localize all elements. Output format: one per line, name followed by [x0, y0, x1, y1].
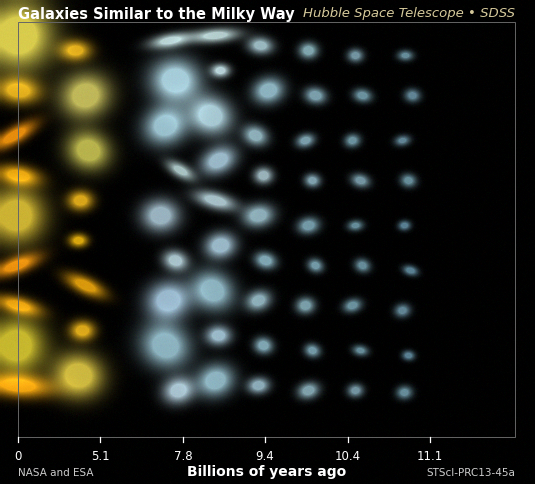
Text: Billions of years ago: Billions of years ago	[187, 465, 346, 479]
Bar	[18, 22, 515, 437]
Text: STScI-PRC13-45a: STScI-PRC13-45a	[426, 468, 515, 478]
Text: 7.8: 7.8	[174, 450, 192, 463]
Text: NASA and ESA: NASA and ESA	[18, 468, 94, 478]
Text: 5.1: 5.1	[91, 450, 109, 463]
Text: 10.4: 10.4	[335, 450, 361, 463]
Text: Galaxies Similar to the Milky Way: Galaxies Similar to the Milky Way	[18, 6, 295, 21]
Text: Hubble Space Telescope • SDSS: Hubble Space Telescope • SDSS	[303, 7, 515, 20]
Text: 0: 0	[14, 450, 22, 463]
Text: 9.4: 9.4	[256, 450, 274, 463]
Text: 11.1: 11.1	[417, 450, 443, 463]
